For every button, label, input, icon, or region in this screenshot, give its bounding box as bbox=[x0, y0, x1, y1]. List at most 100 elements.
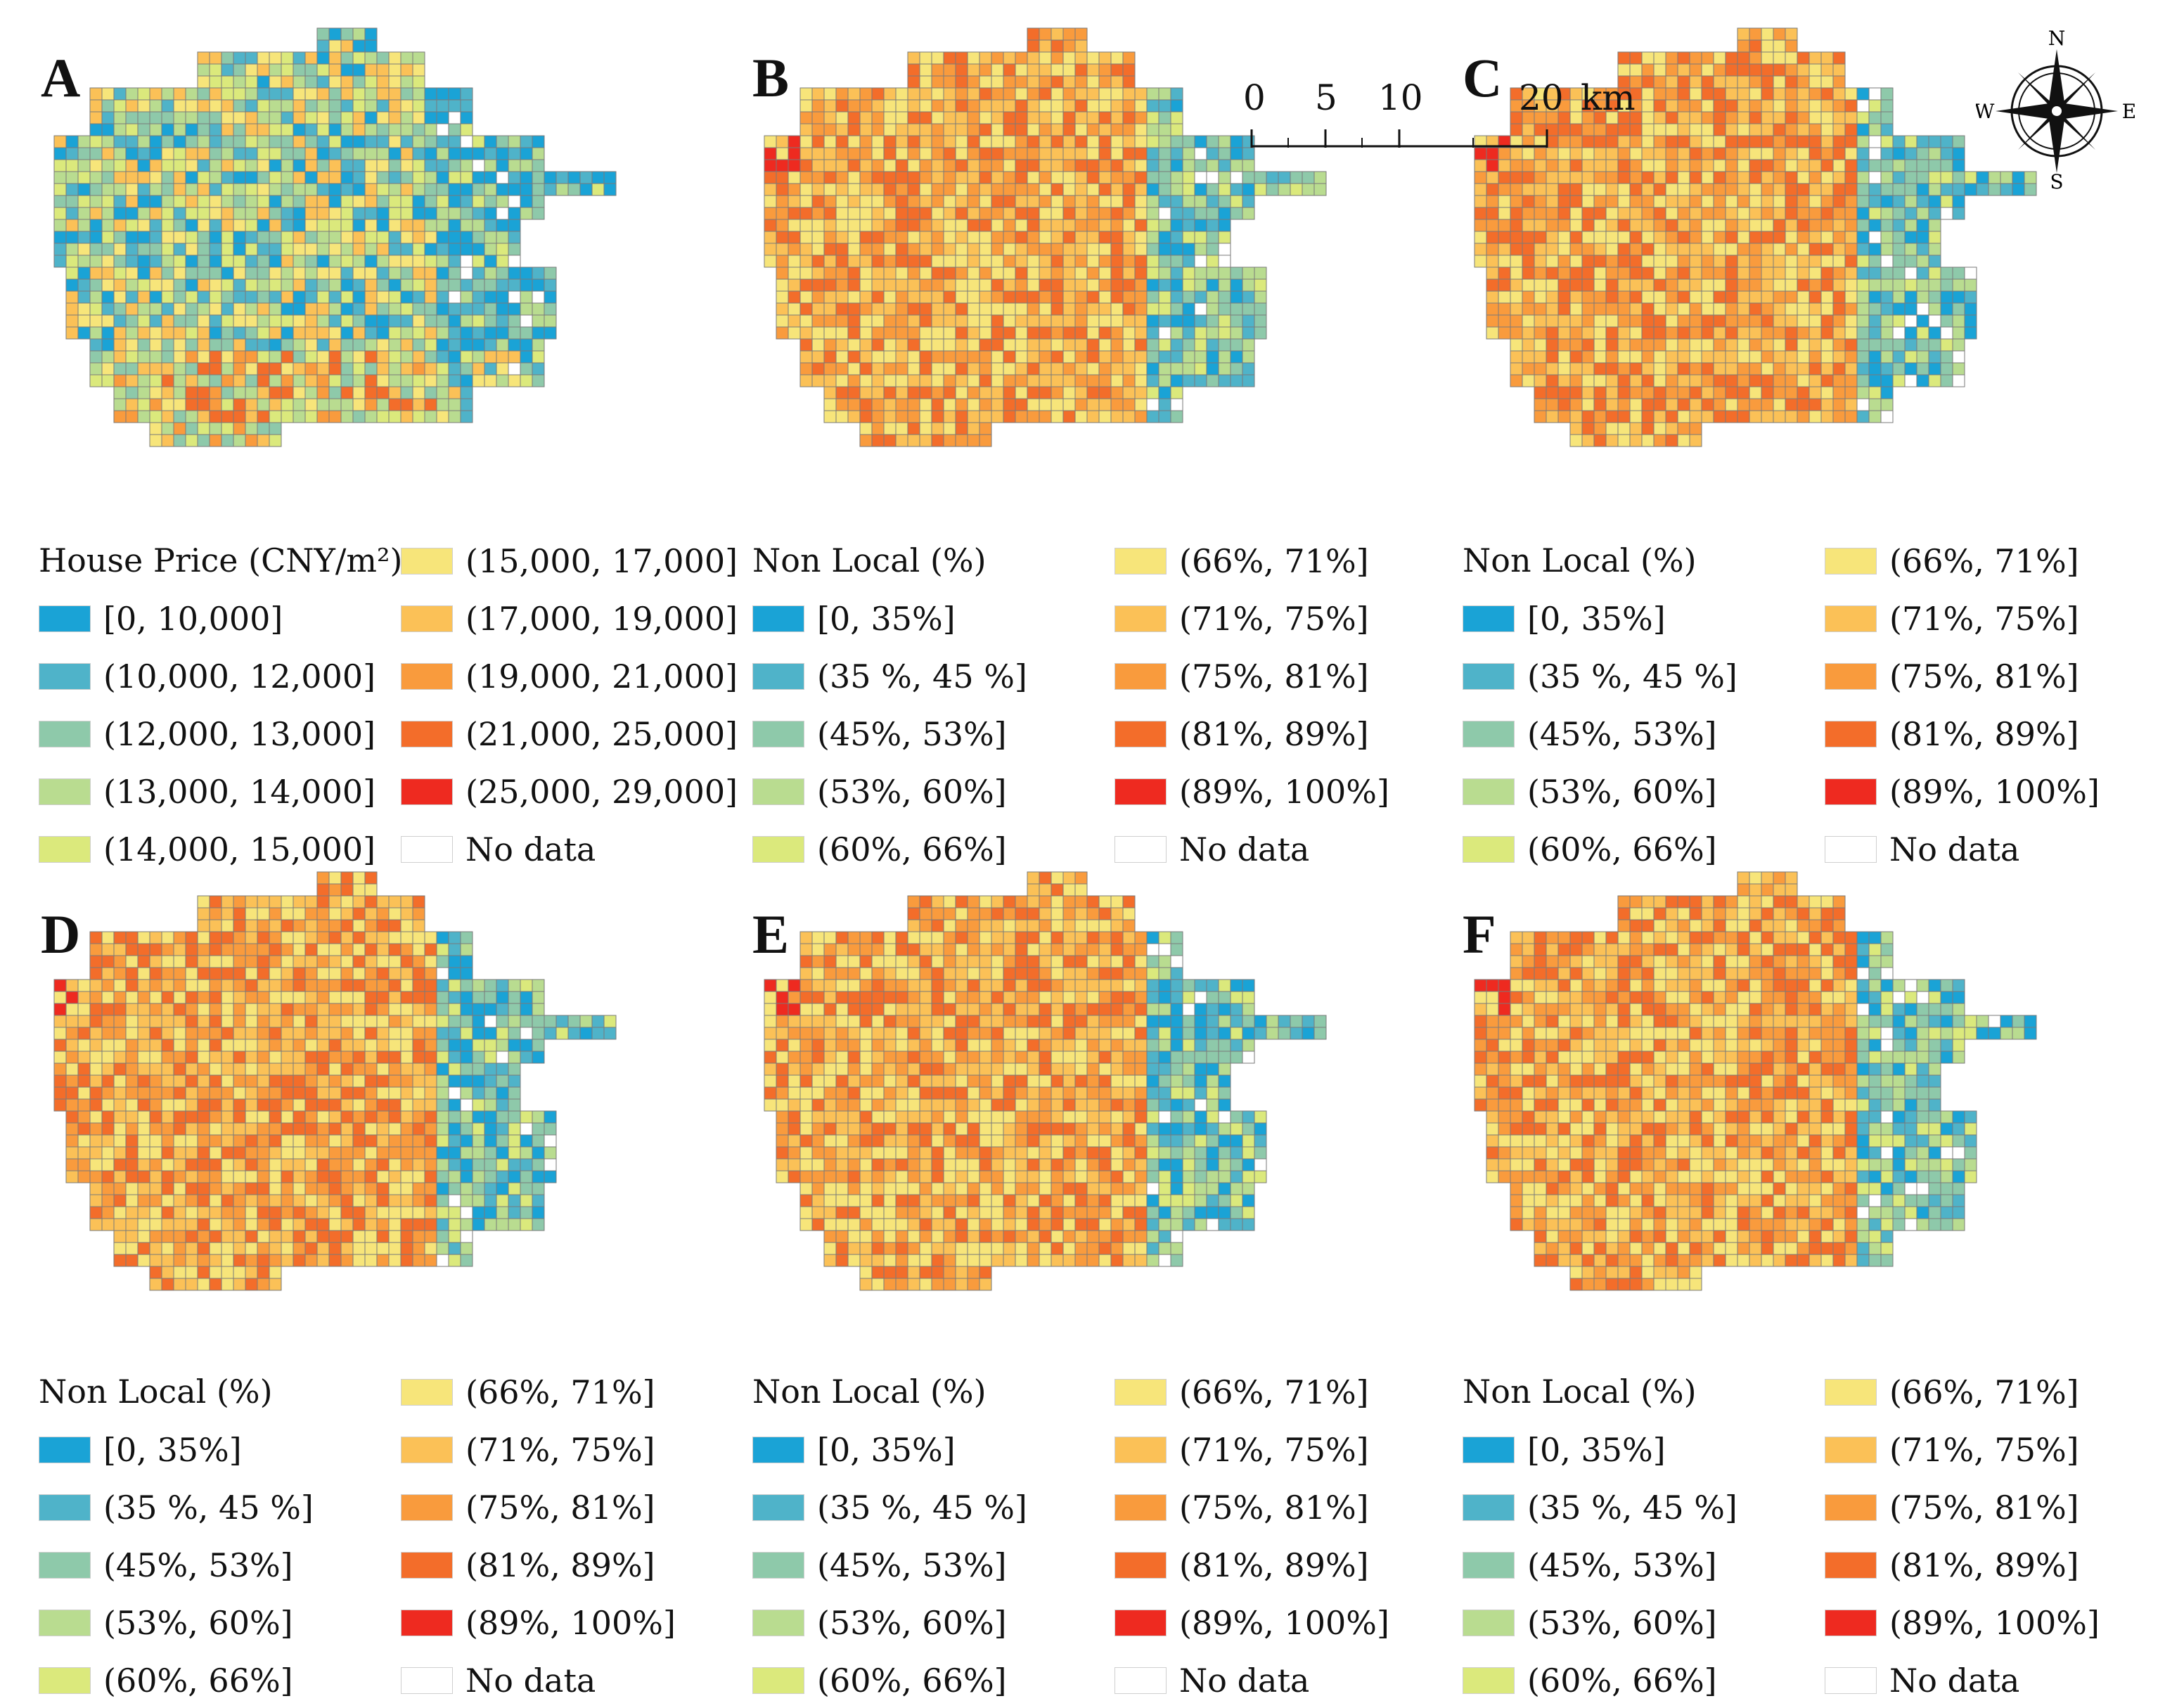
grid-cell bbox=[1074, 267, 1088, 280]
grid-cell bbox=[1015, 123, 1028, 136]
legend-label: (60%, 66%] bbox=[1527, 830, 1717, 868]
grid-cell bbox=[472, 195, 485, 208]
grid-cell bbox=[1856, 314, 1870, 328]
grid-cell bbox=[412, 75, 425, 89]
grid-cell bbox=[1928, 302, 1941, 316]
grid-cell bbox=[281, 207, 294, 220]
grid-cell bbox=[1510, 243, 1523, 256]
grid-cell bbox=[352, 907, 366, 920]
grid-cell bbox=[65, 1110, 79, 1124]
grid-cell bbox=[161, 290, 174, 304]
grid-cell bbox=[125, 219, 139, 232]
grid-cell bbox=[979, 955, 992, 968]
grid-cell bbox=[1170, 207, 1183, 220]
grid-cell bbox=[209, 302, 222, 316]
grid-cell bbox=[1546, 171, 1559, 184]
grid-cell bbox=[293, 362, 306, 375]
grid-cell bbox=[269, 183, 282, 196]
grid-cell bbox=[65, 135, 79, 148]
grid-cell bbox=[967, 219, 980, 232]
grid-cell bbox=[424, 195, 437, 208]
grid-cell bbox=[173, 398, 186, 411]
grid-cell bbox=[1254, 290, 1267, 304]
grid-cell bbox=[53, 255, 67, 268]
grid-cell bbox=[125, 207, 139, 220]
map-panel-b: B Non Local (%) [0, 35%] (35 %, 45 %] (45%… bbox=[710, 0, 1427, 868]
grid-cell bbox=[1557, 338, 1571, 352]
grid-cell bbox=[943, 111, 956, 124]
grid-cell bbox=[1015, 87, 1028, 101]
grid-cell bbox=[799, 967, 813, 980]
grid-cell bbox=[544, 1027, 557, 1040]
grid-cell bbox=[400, 219, 413, 232]
legend-item: No data bbox=[401, 830, 596, 869]
grid-cell bbox=[1868, 278, 1882, 292]
grid-cell bbox=[799, 326, 813, 340]
grid-cell bbox=[544, 1158, 557, 1171]
grid-cell bbox=[137, 943, 150, 956]
grid-cell bbox=[233, 410, 246, 423]
grid-cell bbox=[520, 1003, 533, 1016]
grid-cell bbox=[424, 1206, 437, 1219]
grid-cell bbox=[1737, 362, 1750, 375]
grid-cell bbox=[859, 290, 873, 304]
grid-cell bbox=[823, 231, 837, 244]
grid-cell bbox=[400, 1062, 413, 1076]
grid-cell bbox=[907, 171, 920, 184]
grid-cell bbox=[1039, 183, 1052, 196]
grid-cell bbox=[197, 111, 210, 124]
grid-cell bbox=[424, 1074, 437, 1088]
grid-cell bbox=[89, 931, 103, 944]
grid-cell bbox=[859, 434, 873, 447]
grid-cell bbox=[907, 326, 920, 340]
grid-cell bbox=[520, 1122, 533, 1136]
grid-cell bbox=[197, 231, 210, 244]
grid-cell bbox=[1797, 135, 1810, 148]
grid-cell bbox=[1689, 422, 1702, 435]
grid-cell bbox=[823, 338, 837, 352]
grid-cell bbox=[532, 350, 545, 364]
grid-cell bbox=[89, 111, 103, 124]
grid-cell bbox=[388, 219, 401, 232]
grid-cell bbox=[173, 991, 186, 1004]
grid-cell bbox=[1062, 883, 1076, 897]
grid-cell bbox=[376, 1146, 390, 1160]
grid-cell bbox=[1713, 87, 1726, 101]
grid-cell bbox=[1039, 410, 1052, 423]
grid-cell bbox=[352, 243, 366, 256]
grid-cell bbox=[293, 123, 306, 136]
grid-cell bbox=[412, 159, 425, 172]
grid-cell bbox=[137, 386, 150, 399]
grid-cell bbox=[496, 1170, 509, 1183]
grid-cell bbox=[460, 374, 473, 387]
grid-cell bbox=[1629, 171, 1643, 184]
grid-cell bbox=[1701, 159, 1714, 172]
grid-cell bbox=[281, 967, 294, 980]
grid-cell bbox=[1051, 374, 1064, 387]
grid-cell bbox=[931, 314, 944, 328]
grid-cell bbox=[1665, 243, 1678, 256]
grid-cell bbox=[1677, 231, 1690, 244]
grid-cell bbox=[1832, 255, 1846, 268]
grid-cell bbox=[484, 195, 497, 208]
grid-cell bbox=[448, 1218, 461, 1231]
grid-cell bbox=[388, 1051, 401, 1064]
grid-cell bbox=[823, 955, 837, 968]
grid-cell bbox=[484, 207, 497, 220]
grid-cell bbox=[185, 111, 198, 124]
grid-cell bbox=[161, 362, 174, 375]
grid-cell bbox=[328, 931, 342, 944]
grid-cell bbox=[1015, 159, 1028, 172]
grid-cell bbox=[1158, 123, 1171, 136]
grid-cell bbox=[1522, 290, 1535, 304]
grid-cell bbox=[1617, 231, 1631, 244]
grid-cell bbox=[1039, 943, 1052, 956]
grid-cell bbox=[1844, 362, 1858, 375]
grid-cell bbox=[1665, 183, 1678, 196]
grid-cell bbox=[1820, 75, 1834, 89]
grid-cell bbox=[1653, 434, 1666, 447]
grid-cell bbox=[257, 1182, 270, 1195]
grid-cell bbox=[883, 195, 897, 208]
grid-cell bbox=[1832, 87, 1846, 101]
legend-item: (12,000, 13,000] bbox=[39, 714, 375, 754]
